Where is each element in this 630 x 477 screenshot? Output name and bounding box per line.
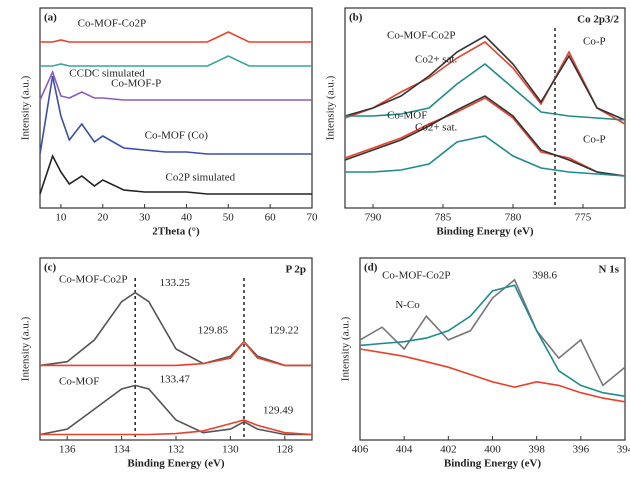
x-tick-label: 404	[396, 444, 413, 456]
x-tick-label: 398	[528, 444, 545, 456]
annotation: Co-P	[583, 36, 606, 48]
annotation: 129.85	[198, 324, 229, 336]
x-tick-label: 40	[181, 212, 193, 224]
annotation: Co-MOF	[387, 110, 427, 122]
data-line	[40, 419, 313, 436]
x-tick-label: 396	[573, 444, 590, 456]
data-line	[39, 153, 312, 195]
x-tick-label: 50	[223, 212, 235, 224]
annotation: Co2+ sat.	[415, 54, 458, 66]
panel-title: P 2p	[286, 264, 306, 276]
x-tick-label: 128	[277, 444, 294, 456]
annotation: Co-MOF-Co2P	[387, 30, 455, 42]
x-axis-label: 2Theta (°)	[152, 226, 200, 238]
x-tick-label: 785	[435, 212, 452, 224]
annotation: Co-MOF-Co2P	[382, 270, 450, 282]
panel-frame	[344, 7, 626, 209]
x-tick-label: 790	[365, 212, 382, 224]
x-tick-label: 70	[307, 212, 319, 224]
annotation: Co-MOF-Co2P	[78, 18, 146, 30]
data-line	[345, 62, 626, 121]
y-axis-label: Intensity (a.u.)	[20, 316, 32, 381]
x-tick-label: 10	[55, 212, 67, 224]
annotation: Co-MOF-Co2P	[59, 273, 127, 285]
x-tick-label: 780	[505, 212, 522, 224]
x-tick-label: 130	[222, 444, 239, 456]
data-line	[39, 75, 312, 155]
x-tick-label: 775	[575, 212, 592, 224]
data-line	[39, 291, 312, 367]
data-line	[344, 41, 626, 125]
annotation: Co-MOF (Co)	[145, 130, 209, 142]
data-line	[344, 95, 626, 177]
data-line	[40, 55, 312, 67]
annotation: 129.49	[263, 404, 294, 416]
annotation: Co2+ sat.	[415, 122, 458, 134]
x-tick-label: 406	[352, 444, 369, 456]
annotation: CCDC simulated	[69, 68, 145, 80]
x-axis-label: Binding Energy (eV)	[127, 458, 225, 470]
data-line	[40, 340, 312, 367]
data-line	[359, 278, 626, 387]
x-tick-label: 60	[265, 212, 277, 224]
annotation: 133.47	[160, 373, 191, 385]
panel-frame	[39, 7, 313, 209]
data-line	[345, 135, 626, 177]
x-tick-label: 402	[440, 444, 457, 456]
x-tick-label: 30	[139, 212, 151, 224]
data-line	[359, 348, 626, 403]
data-line	[344, 97, 626, 177]
x-tick-label: 400	[484, 444, 501, 456]
x-axis-label: Binding Energy (eV)	[436, 226, 534, 238]
annotation: Co-MOF	[59, 375, 99, 387]
panel-label: (c)	[44, 262, 57, 274]
x-axis-label: Binding Energy (eV)	[444, 458, 542, 470]
panel-label: (a)	[44, 12, 57, 24]
annotation: 129.22	[268, 324, 298, 336]
y-axis-label: Intensity (a.u.)	[340, 316, 352, 381]
x-tick-label: 132	[168, 444, 185, 456]
panel-label: (d)	[364, 262, 378, 274]
data-line	[39, 69, 312, 101]
x-tick-label: 20	[97, 212, 109, 224]
annotation: Co-P	[583, 134, 606, 146]
y-axis-label: Intensity (a.u.)	[20, 75, 32, 140]
panel-title: Co 2p3/2	[577, 14, 619, 26]
data-line	[39, 384, 312, 436]
data-line	[40, 31, 312, 43]
annotation: 398.6	[532, 270, 557, 282]
x-tick-label: 134	[113, 444, 130, 456]
x-tick-label: 136	[59, 444, 76, 456]
annotation: Co-MOF-P	[111, 78, 161, 90]
y-axis-label: Intensity (a.u.)	[325, 75, 337, 140]
x-tick-label: 394	[617, 444, 630, 456]
data-line	[344, 35, 626, 121]
data-line	[359, 284, 626, 398]
annotation: 133.25	[160, 277, 191, 289]
annotation: Co2P simulated	[166, 172, 236, 184]
panel-title: N 1s	[599, 264, 620, 276]
annotation: N-Co	[395, 299, 420, 311]
panel-label: (b)	[349, 12, 363, 24]
